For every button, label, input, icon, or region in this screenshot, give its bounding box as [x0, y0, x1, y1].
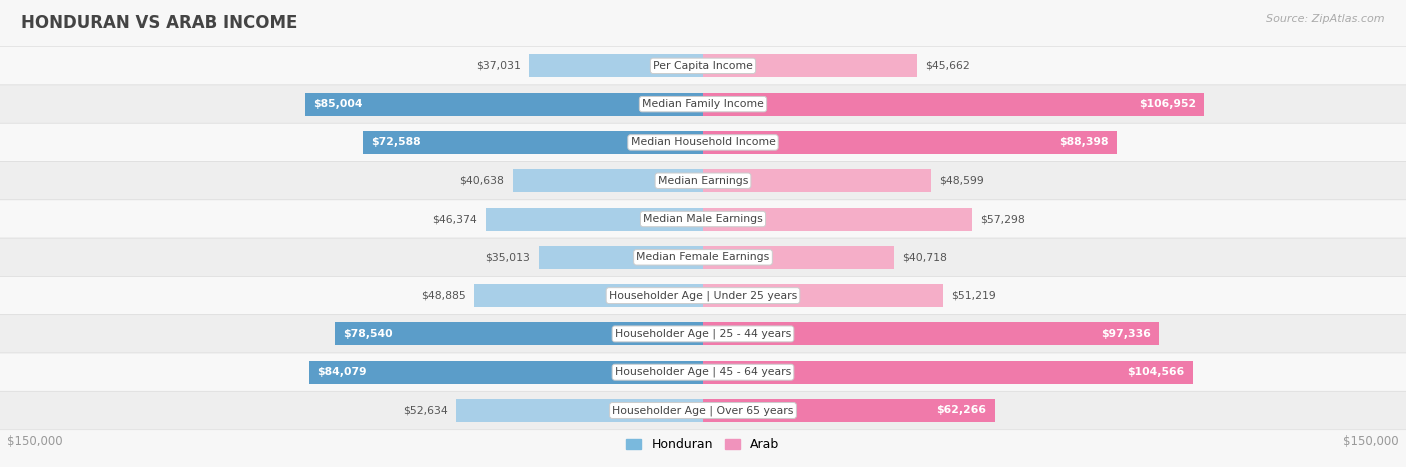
Bar	[309, 361, 703, 384]
Bar	[335, 322, 703, 346]
Text: $62,266: $62,266	[936, 405, 987, 416]
Text: $40,638: $40,638	[460, 176, 505, 186]
FancyBboxPatch shape	[0, 276, 1406, 315]
Bar	[485, 207, 703, 231]
FancyBboxPatch shape	[0, 200, 1406, 238]
Text: $51,219: $51,219	[952, 290, 997, 301]
Text: $97,336: $97,336	[1101, 329, 1150, 339]
Bar	[703, 246, 894, 269]
FancyBboxPatch shape	[0, 238, 1406, 276]
Text: $88,398: $88,398	[1059, 137, 1109, 148]
Text: Median Family Income: Median Family Income	[643, 99, 763, 109]
Legend: Honduran, Arab: Honduran, Arab	[621, 433, 785, 456]
Bar	[703, 54, 917, 78]
Text: Householder Age | 45 - 64 years: Householder Age | 45 - 64 years	[614, 367, 792, 377]
Text: $72,588: $72,588	[371, 137, 420, 148]
Bar	[703, 207, 972, 231]
Bar	[538, 246, 703, 269]
Text: Source: ZipAtlas.com: Source: ZipAtlas.com	[1267, 14, 1385, 24]
Text: $150,000: $150,000	[7, 435, 63, 448]
Text: $106,952: $106,952	[1139, 99, 1197, 109]
Text: Median Household Income: Median Household Income	[630, 137, 776, 148]
FancyBboxPatch shape	[0, 47, 1406, 85]
FancyBboxPatch shape	[0, 391, 1406, 430]
Bar	[703, 131, 1118, 154]
Bar	[530, 54, 703, 78]
Text: $150,000: $150,000	[1343, 435, 1399, 448]
Text: Householder Age | Under 25 years: Householder Age | Under 25 years	[609, 290, 797, 301]
Text: Median Female Earnings: Median Female Earnings	[637, 252, 769, 262]
Text: $78,540: $78,540	[343, 329, 392, 339]
Bar	[305, 92, 703, 116]
FancyBboxPatch shape	[0, 123, 1406, 162]
Text: $40,718: $40,718	[903, 252, 948, 262]
FancyBboxPatch shape	[0, 315, 1406, 353]
Text: HONDURAN VS ARAB INCOME: HONDURAN VS ARAB INCOME	[21, 14, 298, 32]
Text: $104,566: $104,566	[1128, 367, 1185, 377]
FancyBboxPatch shape	[0, 85, 1406, 123]
Bar	[703, 169, 931, 192]
Text: $84,079: $84,079	[318, 367, 367, 377]
Text: Householder Age | 25 - 44 years: Householder Age | 25 - 44 years	[614, 329, 792, 339]
Bar	[457, 399, 703, 422]
Text: $57,298: $57,298	[980, 214, 1025, 224]
Bar	[703, 92, 1205, 116]
Text: $85,004: $85,004	[314, 99, 363, 109]
Bar	[703, 284, 943, 307]
Text: $52,634: $52,634	[404, 405, 449, 416]
Text: $46,374: $46,374	[433, 214, 477, 224]
FancyBboxPatch shape	[0, 353, 1406, 391]
Text: $37,031: $37,031	[477, 61, 522, 71]
Text: $35,013: $35,013	[485, 252, 530, 262]
Text: $48,599: $48,599	[939, 176, 984, 186]
Bar	[703, 399, 995, 422]
Bar	[513, 169, 703, 192]
Text: Median Earnings: Median Earnings	[658, 176, 748, 186]
Text: $48,885: $48,885	[420, 290, 465, 301]
Text: Householder Age | Over 65 years: Householder Age | Over 65 years	[612, 405, 794, 416]
Text: Per Capita Income: Per Capita Income	[652, 61, 754, 71]
Bar	[363, 131, 703, 154]
Text: $45,662: $45,662	[925, 61, 970, 71]
Bar	[474, 284, 703, 307]
Text: Median Male Earnings: Median Male Earnings	[643, 214, 763, 224]
FancyBboxPatch shape	[0, 162, 1406, 200]
Bar	[703, 322, 1159, 346]
Bar	[703, 361, 1194, 384]
